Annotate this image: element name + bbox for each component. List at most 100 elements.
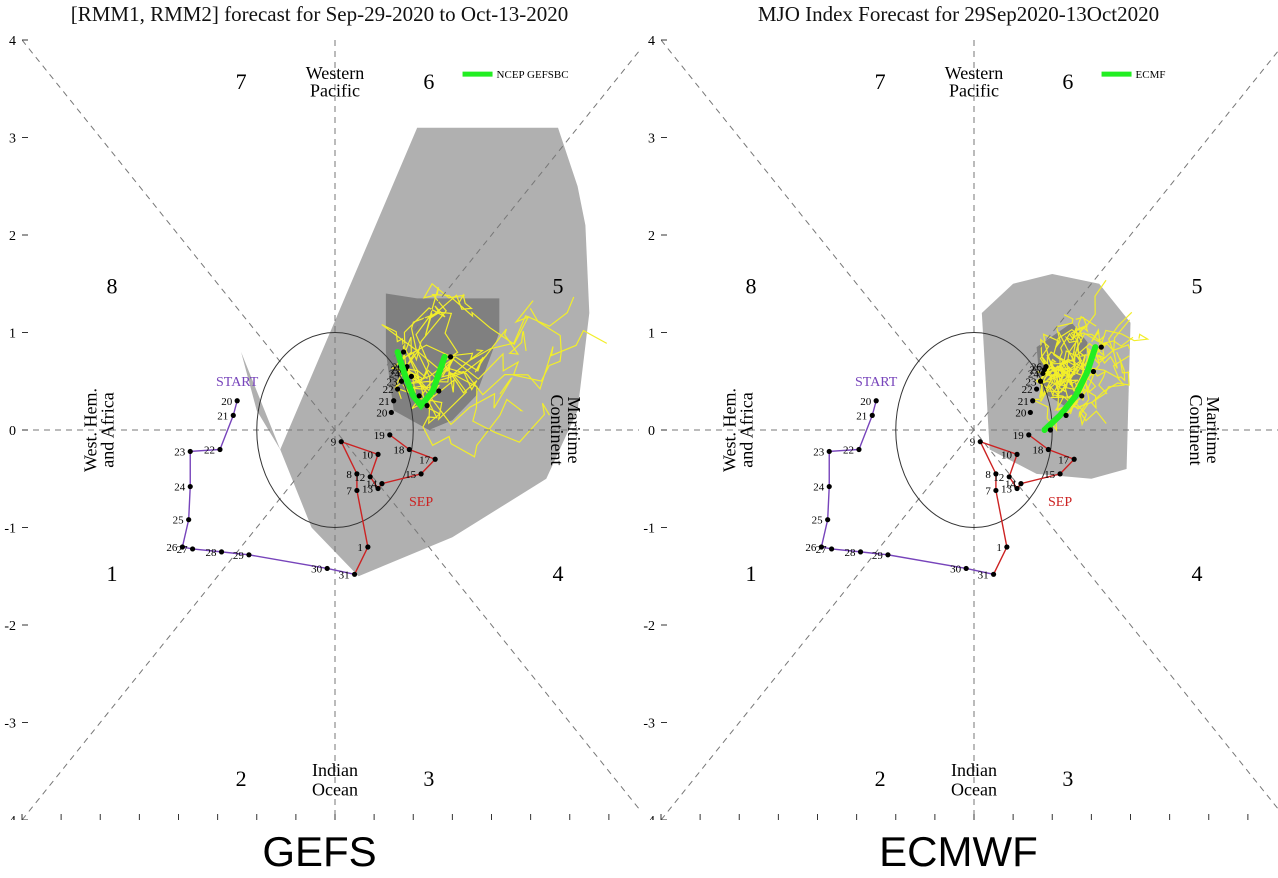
forecast-day-marker [398, 378, 405, 384]
model-caption: ECMWF [879, 828, 1038, 875]
observed-day-marker [432, 456, 438, 462]
observed-day-label: 28 [206, 547, 218, 559]
forecast-day-label: 25 [390, 365, 402, 377]
observed-day-marker [189, 546, 196, 552]
ensemble-mean-marker [416, 393, 422, 399]
region-label-rotated: West. Hem.and Africa [719, 388, 756, 472]
observed-day-label: 28 [845, 547, 857, 559]
observed-day-marker [828, 546, 835, 552]
observed-day-label: 10 [362, 449, 374, 461]
observed-day-marker [351, 571, 358, 577]
ensemble-mean-marker [1090, 368, 1097, 375]
unit-circle [256, 332, 414, 528]
phase-number: 6 [423, 69, 434, 94]
observed-day-marker [826, 483, 832, 490]
observed-day-label: 17 [419, 454, 431, 466]
observed-day-marker [1014, 451, 1020, 457]
observed-day-marker [1004, 544, 1010, 550]
forecast-day-marker [1043, 364, 1049, 370]
phase-number: 4 [1192, 561, 1203, 586]
observed-track-august [181, 400, 355, 575]
y-tick-label: -4 [643, 814, 655, 820]
region-label: Continent [1186, 395, 1206, 466]
observed-day-label: 23 [813, 446, 825, 458]
observed-day-label: 15 [1044, 469, 1056, 481]
phase-number: 3 [1062, 766, 1073, 791]
region-label: Indian [312, 760, 358, 780]
forecast-day-label: 24 [1028, 368, 1040, 380]
observed-day-label: 7 [346, 485, 352, 497]
observed-day-label: 22 [204, 445, 215, 457]
observed-day-marker [379, 481, 385, 487]
y-tick-label: 2 [648, 229, 655, 244]
forecast-day-label: 26 [392, 362, 404, 374]
observed-day-marker [990, 571, 997, 577]
region-label: Maritime [564, 397, 584, 464]
legend-label: NCEP GEFSBC [497, 69, 569, 81]
observed-day-label: 13 [362, 484, 374, 496]
y-tick-label: 1 [9, 327, 16, 342]
legend-label: ECMF [1136, 69, 1166, 81]
observed-day-label: 30 [950, 563, 962, 575]
observed-day-label: 23 [174, 446, 186, 458]
observed-day-label: 19 [1013, 430, 1025, 442]
y-tick-label: 4 [648, 34, 655, 49]
observed-day-label: 31 [978, 569, 989, 581]
observed-day-marker [977, 439, 983, 445]
observed-day-label: 27 [816, 544, 828, 556]
observed-day-label: 9 [331, 437, 337, 449]
observed-day-marker [354, 487, 360, 494]
observed-day-label: 25 [173, 515, 185, 527]
region-label: Western [945, 63, 1004, 83]
y-tick-label: -1 [4, 522, 16, 537]
phase-number: 2 [875, 766, 886, 791]
phase-number: 4 [553, 561, 564, 586]
observed-day-marker [406, 446, 412, 453]
y-tick-label: -2 [643, 619, 655, 634]
forecast-day-label: 23 [387, 376, 399, 388]
observed-day-marker [218, 549, 225, 555]
observed-day-label: 14 [1005, 479, 1017, 491]
ensemble-member-track [1040, 315, 1097, 402]
observed-day-marker [1045, 446, 1051, 453]
observed-day-marker [324, 565, 330, 572]
ensemble-mean-marker [1063, 412, 1069, 418]
forecast-day-label: 20 [1015, 407, 1027, 419]
ensemble-mean-marker [1047, 427, 1054, 433]
observed-day-label: 1 [996, 542, 1002, 554]
observed-day-marker [375, 451, 381, 457]
y-tick-label: -2 [4, 619, 16, 634]
observed-day-marker [856, 446, 862, 453]
observed-day-marker [885, 552, 891, 558]
observed-day-label: 19 [374, 430, 386, 442]
region-label: West. Hem. [80, 388, 100, 472]
region-label: and Africa [736, 392, 756, 467]
y-tick-label: 1 [648, 327, 655, 342]
observed-day-marker [179, 544, 186, 550]
region-label-rotated: West. Hem.and Africa [80, 388, 117, 472]
ensemble-member-track [1046, 279, 1107, 389]
forecast-day-label: 24 [389, 368, 401, 380]
phase-number: 1 [106, 561, 117, 586]
region-label: Indian [951, 760, 997, 780]
y-tick-label: 2 [9, 229, 16, 244]
observed-day-marker [963, 565, 969, 572]
forecast-day-label: 26 [1031, 362, 1043, 374]
ensemble-member-track [422, 384, 524, 458]
observed-day-label: 15 [405, 469, 417, 481]
observed-day-marker [230, 412, 236, 418]
region-label: Continent [547, 395, 567, 466]
observed-day-marker [818, 544, 825, 550]
phase-number: 2 [236, 766, 247, 791]
observed-day-label: 22 [843, 445, 854, 457]
observed-day-marker [993, 487, 999, 494]
ensemble-member-track [1038, 333, 1134, 382]
ensemble-member-track [410, 328, 527, 385]
observed-day-marker [418, 471, 424, 477]
observed-day-marker [354, 471, 360, 477]
phase-number: 8 [106, 274, 117, 299]
chart-title: [RMM1, RMM2] forecast for Sep-29-2020 to… [70, 2, 569, 26]
